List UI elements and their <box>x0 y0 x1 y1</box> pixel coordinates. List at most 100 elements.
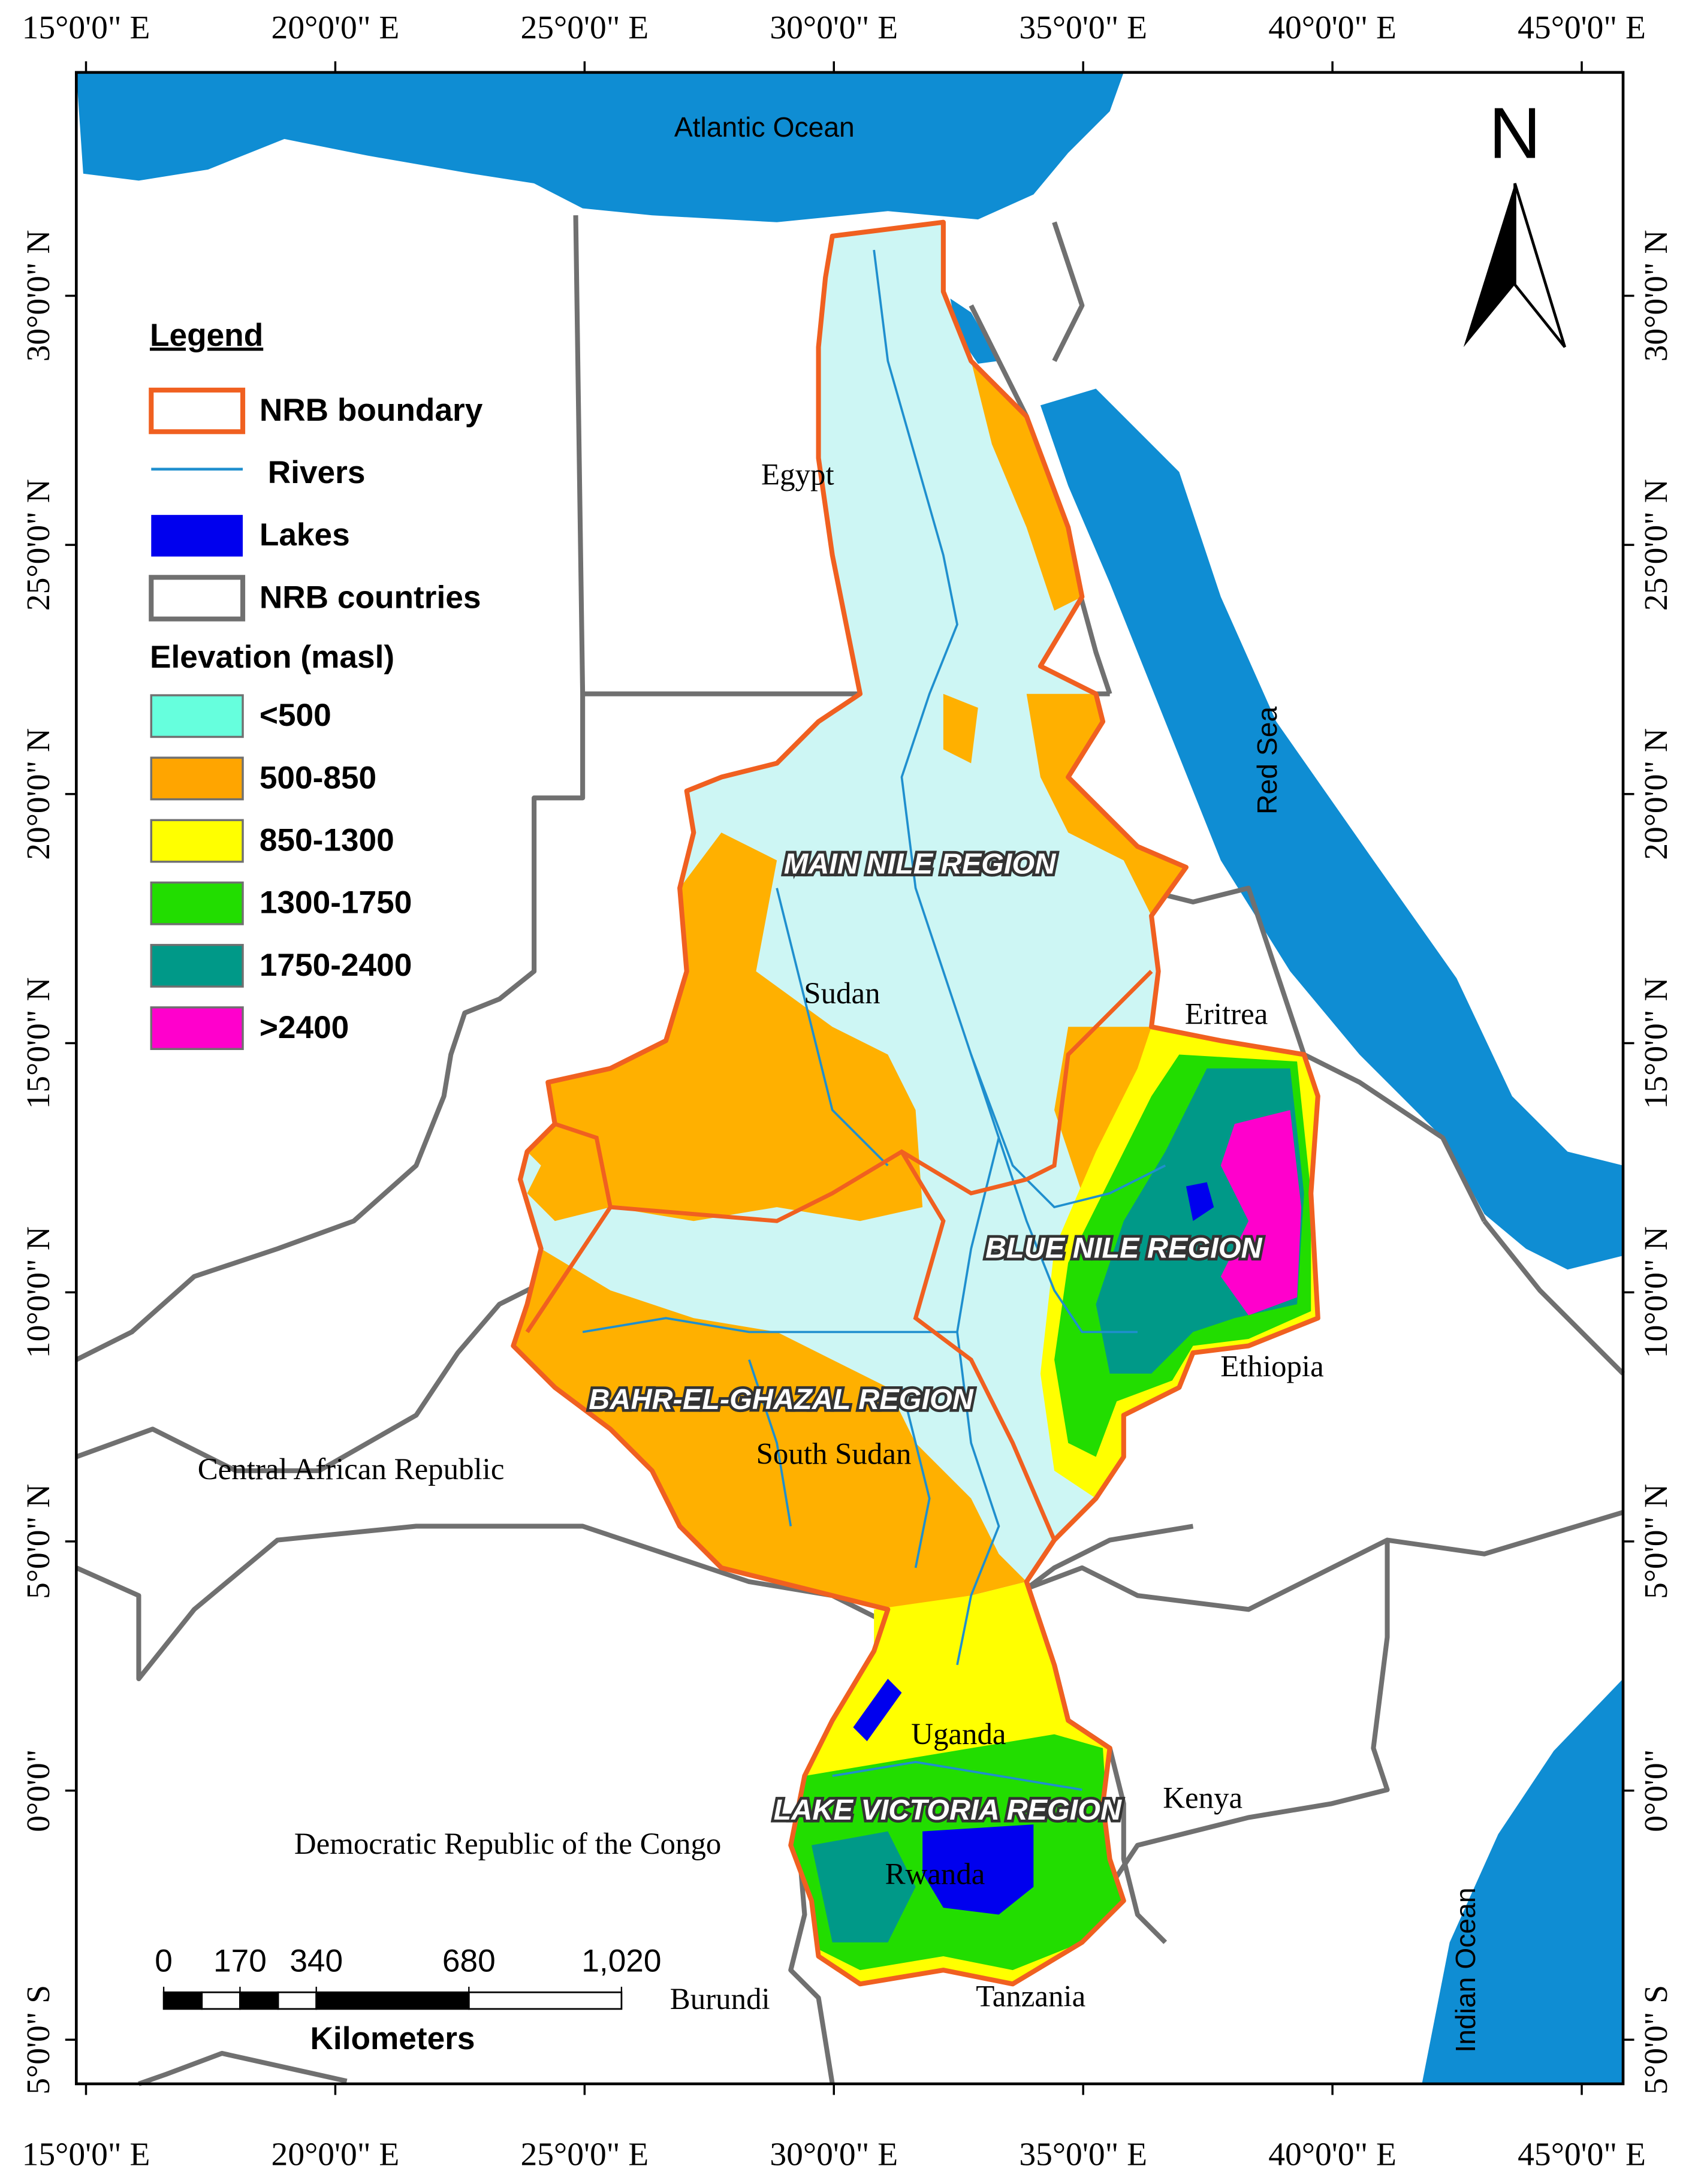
scale-segment <box>201 1991 241 2010</box>
legend-symbol <box>151 515 243 557</box>
legend-symbol <box>149 387 246 435</box>
latitude-label: 0°0'0" <box>1638 1749 1675 1832</box>
legend-title: Legend <box>150 318 263 353</box>
scale-segment <box>239 1991 279 2010</box>
lake <box>853 1679 902 1742</box>
scale-segment <box>162 1991 203 2010</box>
country-label: Burundi <box>670 1983 770 2016</box>
latitude-label: 5°0'0" S <box>1638 1985 1675 2095</box>
longitude-label: 35°0'0" E <box>1019 10 1147 46</box>
longitude-label: 25°0'0" E <box>520 2136 649 2173</box>
latitude-label: 15°0'0" N <box>20 978 57 1109</box>
latitude-label: 15°0'0" N <box>1638 978 1675 1109</box>
legend-label: 850-1300 <box>260 822 394 858</box>
country-label: Tanzania <box>976 1980 1085 2013</box>
country-label: Eritrea <box>1185 998 1268 1031</box>
elevation-zone <box>943 693 978 764</box>
scale-label: 170 <box>213 1944 267 1979</box>
country-label: Ethiopia <box>1220 1350 1323 1384</box>
elevation-zone <box>812 1831 916 1942</box>
border <box>1052 221 1085 363</box>
water-label: Indian Ocean <box>1450 1887 1481 2052</box>
sea <box>1040 388 1624 1270</box>
legend-swatch <box>150 694 244 738</box>
legend-swatch <box>150 819 244 863</box>
latitude-label: 20°0'0" N <box>20 728 57 860</box>
water-label: Red Sea <box>1251 707 1283 815</box>
north-arrow-shape <box>1463 183 1515 348</box>
country-label: Democratic Republic of the Congo <box>294 1827 722 1861</box>
north-label: N <box>1489 93 1541 174</box>
elevation-zone <box>527 832 923 1221</box>
border <box>1482 1219 1625 1375</box>
border <box>788 1831 835 2085</box>
river <box>970 1054 1166 1209</box>
scale-label: 1,020 <box>581 1944 661 1979</box>
region-label: LAKE VICTORIA REGION <box>774 1794 1122 1826</box>
legend-swatch <box>150 1006 244 1050</box>
latitude-label: 20°0'0" N <box>1638 728 1675 860</box>
latitude-label: 25°0'0" N <box>20 479 57 611</box>
border <box>1026 1510 1624 1612</box>
coordinate-labels: 15°0'0" E 15°0'0" E 20°0'0" E 20°0'0" E 25°0… <box>20 10 1675 2173</box>
longitude-label: 15°0'0" E <box>22 2136 150 2173</box>
water-label: Atlantic Ocean <box>674 111 855 143</box>
map-frame <box>74 71 1625 2086</box>
country-label: South Sudan <box>756 1437 912 1471</box>
longitude-label: 40°0'0" E <box>1268 2136 1397 2173</box>
nrb-boundary <box>511 219 1320 1987</box>
river <box>582 1317 958 1334</box>
longitude-label: 30°0'0" E <box>770 2136 898 2173</box>
river <box>873 249 1000 1138</box>
region-boundary <box>525 970 1153 1541</box>
north-arrow: N <box>1463 93 1567 348</box>
river <box>956 1137 1000 1666</box>
elevation-500-850 <box>513 361 1186 1610</box>
river <box>997 1137 1138 1334</box>
legend-label: NRB boundary <box>260 393 483 428</box>
latitude-label: 5°0'0" N <box>1638 1484 1675 1599</box>
legend-label: NRB countries <box>260 580 481 615</box>
scale-label: 0 <box>155 1944 173 1979</box>
region-label: BAHR-EL-GHAZAL REGION <box>589 1383 973 1416</box>
elevation-zone <box>513 1248 1027 1610</box>
river <box>900 1387 931 1568</box>
map-frame-content <box>75 72 1625 2086</box>
scale-unit: Kilometers <box>310 2021 475 2056</box>
sea <box>1422 1679 1624 2084</box>
legend-swatch <box>150 943 244 988</box>
sea <box>76 72 1124 222</box>
latitude-label: 10°0'0" N <box>20 1226 57 1358</box>
scale-bar: Kilometers 0 170 340 680 1,020 <box>155 1944 661 2057</box>
north-arrow-shape <box>1513 183 1567 348</box>
longitude-label: 25°0'0" E <box>520 10 649 46</box>
country-label: Sudan <box>804 977 880 1010</box>
elevation-legend: <500 500-850 850-1300 1300-1750 1750-2400 >24… <box>150 694 412 1050</box>
longitude-label: 45°0'0" E <box>1518 10 1646 46</box>
legend-label: Lakes <box>260 517 350 553</box>
latitude-label: 30°0'0" N <box>20 230 57 361</box>
legend-label: 1300-1750 <box>260 885 412 921</box>
elevation-zone <box>1220 1110 1302 1316</box>
river <box>776 888 889 1166</box>
lake <box>922 1824 1034 1915</box>
legend-label: <500 <box>260 698 331 733</box>
rivers <box>582 249 1166 1791</box>
legend-subtitle: Elevation (masl) <box>150 639 394 675</box>
country-label: Uganda <box>911 1718 1006 1751</box>
elevation-zone <box>971 361 1082 611</box>
legend-symbol <box>149 575 246 622</box>
latitude-label: 0°0'0" <box>20 1749 57 1832</box>
country-label: Central African Republic <box>198 1453 505 1486</box>
longitude-label: 30°0'0" E <box>770 10 898 46</box>
legend-swatch <box>150 756 244 801</box>
country-label: Rwanda <box>885 1858 985 1892</box>
latitude-label: 5°0'0" S <box>20 1985 57 2095</box>
longitude-label: 45°0'0" E <box>1518 2136 1646 2173</box>
longitude-label: 20°0'0" E <box>272 10 400 46</box>
legend-label: 1750-2400 <box>260 948 412 983</box>
longitude-label: 35°0'0" E <box>1019 2136 1147 2173</box>
region-label: BLUE NILE REGION <box>985 1232 1263 1265</box>
country-label: Kenya <box>1163 1781 1242 1815</box>
